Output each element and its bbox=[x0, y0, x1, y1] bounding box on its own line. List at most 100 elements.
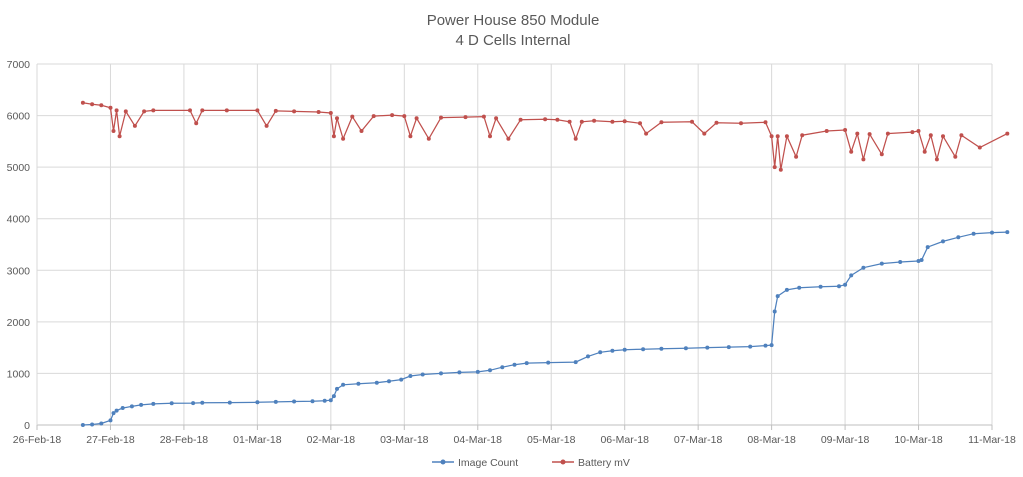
data-point-battery-mv bbox=[188, 108, 192, 113]
data-point-battery-mv bbox=[194, 121, 199, 126]
data-point-image-count bbox=[111, 411, 116, 416]
data-point-image-count bbox=[99, 421, 104, 426]
y-tick-label: 1000 bbox=[7, 368, 31, 380]
data-point-battery-mv bbox=[151, 108, 156, 113]
data-point-image-count bbox=[387, 379, 391, 384]
data-point-battery-mv bbox=[739, 121, 743, 126]
data-point-battery-mv bbox=[579, 119, 584, 124]
data-point-image-count bbox=[610, 348, 615, 353]
y-tick-label: 3000 bbox=[7, 265, 31, 277]
data-point-battery-mv bbox=[775, 134, 780, 139]
x-tick-label: 08-Mar-18 bbox=[747, 434, 796, 446]
data-point-battery-mv bbox=[772, 165, 777, 170]
y-tick-label: 5000 bbox=[7, 162, 31, 174]
data-point-battery-mv bbox=[463, 115, 468, 120]
data-point-battery-mv bbox=[769, 134, 774, 139]
data-point-battery-mv bbox=[316, 110, 321, 114]
data-point-battery-mv bbox=[592, 118, 597, 123]
data-point-battery-mv bbox=[117, 134, 122, 139]
data-point-image-count bbox=[500, 365, 505, 370]
data-point-battery-mv bbox=[702, 131, 707, 136]
data-point-battery-mv bbox=[341, 136, 346, 141]
data-point-image-count bbox=[659, 346, 664, 351]
data-point-image-count bbox=[374, 380, 379, 385]
data-point-image-count bbox=[598, 350, 603, 355]
data-point-battery-mv bbox=[849, 149, 854, 154]
x-tick-label: 01-Mar-18 bbox=[233, 434, 282, 446]
data-point-battery-mv bbox=[543, 117, 548, 122]
data-point-battery-mv bbox=[408, 134, 413, 139]
data-point-image-count bbox=[328, 398, 333, 403]
data-point-battery-mv bbox=[264, 123, 269, 128]
x-tick-label: 07-Mar-18 bbox=[674, 434, 723, 446]
data-point-battery-mv bbox=[659, 120, 664, 125]
data-point-image-count bbox=[775, 294, 780, 299]
data-point-image-count bbox=[310, 399, 315, 404]
data-point-image-count bbox=[335, 386, 339, 391]
data-point-image-count bbox=[457, 370, 462, 375]
data-point-image-count bbox=[227, 400, 232, 405]
data-point-image-count bbox=[546, 360, 551, 365]
data-point-image-count bbox=[726, 345, 731, 350]
data-point-image-count bbox=[80, 423, 85, 427]
data-point-battery-mv bbox=[555, 117, 560, 122]
data-point-battery-mv bbox=[224, 108, 229, 113]
data-point-image-count bbox=[573, 360, 578, 365]
data-point-image-count bbox=[512, 362, 517, 367]
data-point-image-count bbox=[399, 377, 404, 382]
data-point-battery-mv bbox=[573, 136, 578, 141]
data-point-battery-mv bbox=[331, 134, 336, 139]
x-tick-label: 09-Mar-18 bbox=[821, 434, 870, 446]
data-point-battery-mv bbox=[622, 119, 627, 124]
data-point-battery-mv bbox=[885, 131, 890, 136]
data-point-battery-mv bbox=[390, 113, 395, 118]
data-point-battery-mv bbox=[439, 115, 443, 120]
data-point-battery-mv bbox=[132, 123, 137, 128]
data-point-image-count bbox=[683, 346, 688, 351]
data-point-image-count bbox=[120, 406, 125, 410]
data-point-battery-mv bbox=[1005, 131, 1010, 136]
data-point-image-count bbox=[90, 422, 95, 427]
data-point-battery-mv bbox=[402, 114, 407, 119]
data-point-battery-mv bbox=[328, 111, 333, 115]
data-point-image-count bbox=[763, 343, 768, 348]
data-point-image-count bbox=[843, 282, 848, 287]
x-tick-label: 05-Mar-18 bbox=[527, 434, 576, 446]
data-point-image-count bbox=[898, 260, 903, 264]
data-point-battery-mv bbox=[941, 134, 945, 139]
data-point-battery-mv bbox=[108, 105, 113, 110]
data-point-battery-mv bbox=[371, 114, 376, 119]
data-point-battery-mv bbox=[794, 154, 799, 159]
data-point-image-count bbox=[408, 374, 413, 378]
data-point-battery-mv bbox=[690, 119, 694, 124]
data-point-image-count bbox=[748, 344, 753, 349]
data-point-battery-mv bbox=[99, 103, 104, 108]
data-point-battery-mv bbox=[255, 108, 260, 113]
gridlines bbox=[37, 63, 993, 425]
data-point-image-count bbox=[420, 372, 425, 377]
data-point-image-count bbox=[191, 401, 196, 406]
data-point-battery-mv bbox=[111, 129, 116, 133]
x-tick-label: 28-Feb-18 bbox=[160, 434, 209, 446]
data-point-image-count bbox=[114, 408, 119, 413]
data-point-image-count bbox=[849, 273, 854, 278]
x-tick-label: 04-Mar-18 bbox=[454, 434, 503, 446]
data-point-battery-mv bbox=[567, 119, 572, 124]
data-point-image-count bbox=[990, 230, 994, 235]
y-tick-label: 0 bbox=[24, 420, 30, 432]
series-battery-mv bbox=[80, 100, 1010, 172]
y-tick-label: 2000 bbox=[7, 317, 31, 329]
x-tick-label: 02-Mar-18 bbox=[307, 434, 356, 446]
data-point-image-count bbox=[705, 345, 710, 350]
x-tick-label: 27-Feb-18 bbox=[86, 434, 135, 446]
data-point-battery-mv bbox=[200, 108, 205, 113]
data-point-image-count bbox=[641, 347, 646, 352]
data-point-battery-mv bbox=[350, 114, 355, 119]
data-point-image-count bbox=[200, 400, 205, 405]
data-point-battery-mv bbox=[824, 129, 829, 133]
data-point-image-count bbox=[488, 368, 492, 373]
data-point-battery-mv bbox=[426, 136, 431, 141]
data-point-battery-mv bbox=[928, 133, 933, 138]
